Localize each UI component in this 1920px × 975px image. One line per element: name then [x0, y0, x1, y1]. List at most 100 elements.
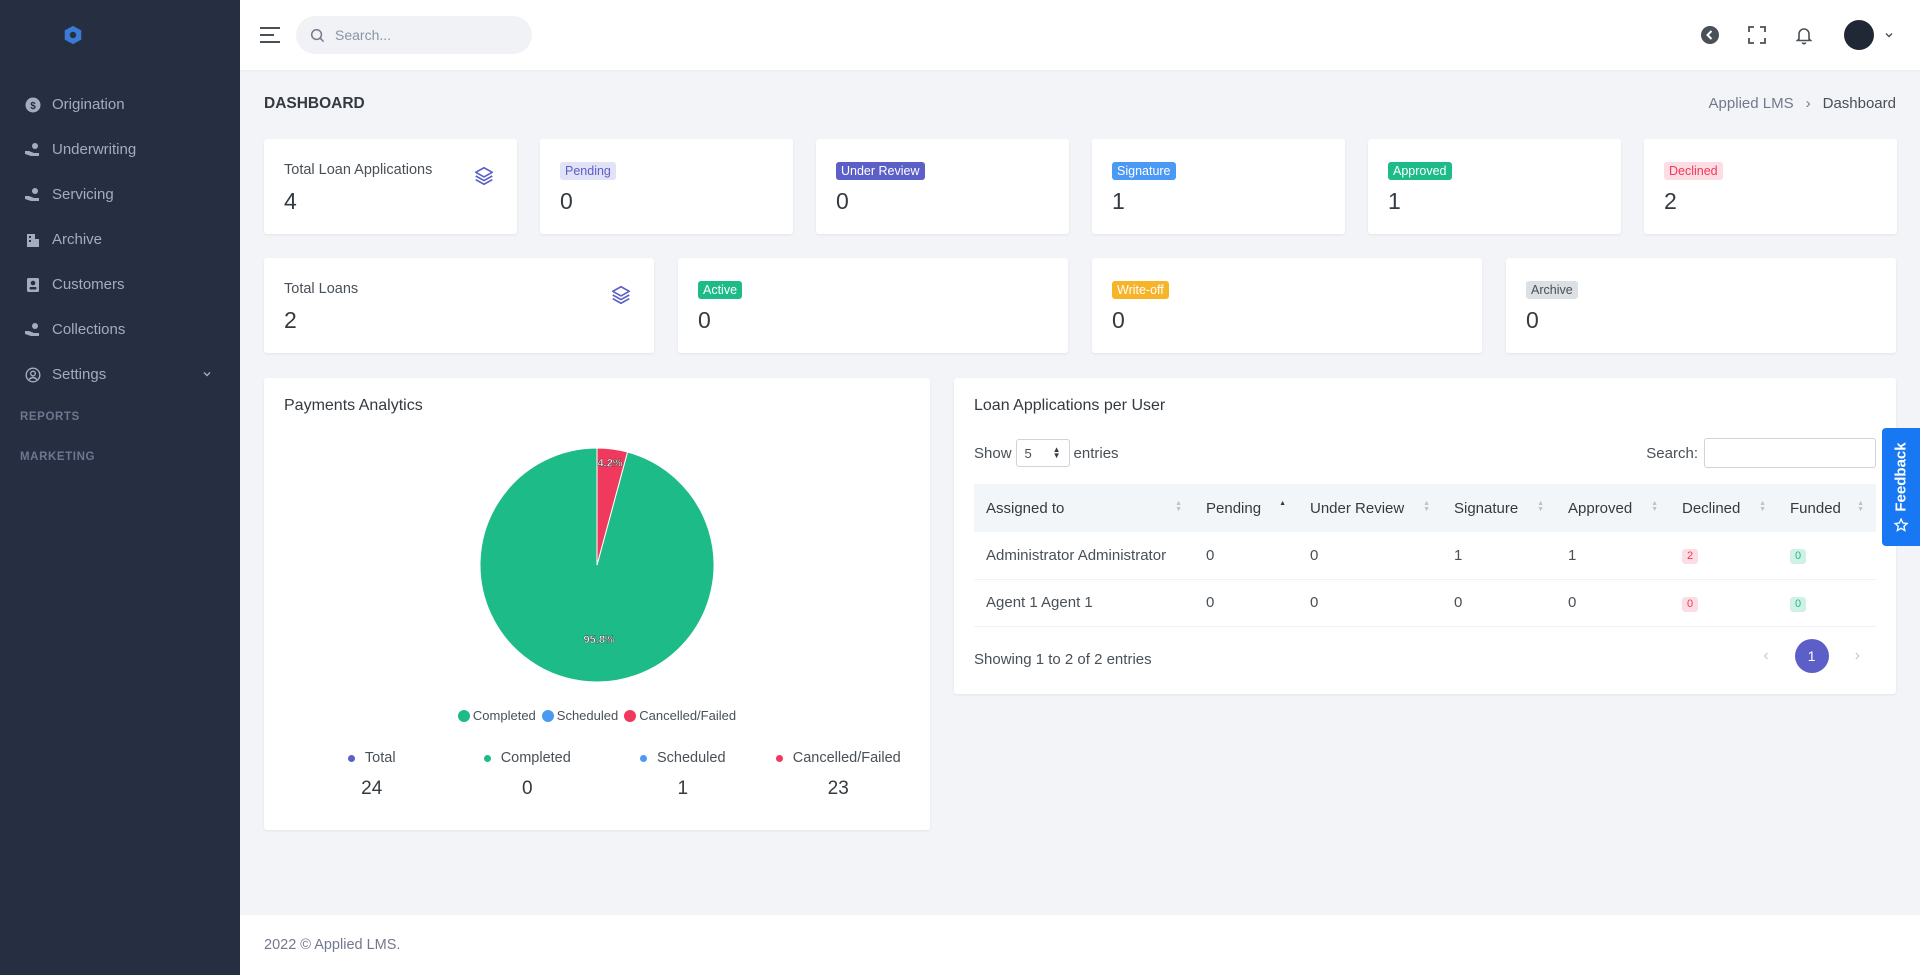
sidebar-item-archive[interactable]: Archive [0, 217, 240, 262]
hexagon-logo-icon [64, 25, 82, 45]
declined-badge: 2 [1682, 549, 1699, 565]
sidebar: $ Origination Underwriting Servicing Arc… [0, 0, 240, 975]
column-header[interactable]: Under Review ▲ ▼ [1310, 499, 1430, 517]
sidebar-item-underwriting[interactable]: Underwriting [0, 127, 240, 172]
user-circle-icon [24, 366, 42, 384]
sort-icon: ▲ [1279, 500, 1286, 507]
stat-value: 0 [836, 188, 849, 214]
avatar[interactable] [1844, 20, 1874, 50]
legend-item[interactable]: Completed [457, 708, 536, 723]
stat-value: 4 [284, 188, 297, 214]
sidebar-item-label: Customers [52, 276, 125, 293]
chevron-down-icon[interactable] [1884, 27, 1894, 44]
sort-icon: ▲ ▼ [1651, 500, 1658, 513]
cell-approved: 0 [1556, 579, 1670, 627]
entries-label: entries [1073, 444, 1119, 462]
chart-legend: Completed Scheduled Cancelled/Failed [264, 708, 930, 723]
topbar [240, 0, 1920, 70]
card-title: Payments Analytics [284, 397, 423, 414]
sidebar-item-customers[interactable]: Customers [0, 262, 240, 307]
section-marketing[interactable]: MARKETING [20, 451, 96, 463]
search-input[interactable] [335, 27, 505, 43]
table-row: Agent 1 Agent 1 0 0 0 0 0 0 [974, 579, 1876, 627]
sidebar-item-origination[interactable]: $ Origination [0, 82, 240, 127]
pie-data-label: 4.2% [598, 457, 623, 469]
show-label: Show [974, 444, 1012, 462]
back-button[interactable] [1698, 23, 1722, 47]
stat-value: 0 [1526, 307, 1539, 333]
hand-coins-icon [24, 186, 42, 204]
pie-data-label: 95.8% [584, 634, 615, 646]
applications-per-user-card: Loan Applications per User Show 5 ▲ ▼ ent… [954, 378, 1896, 694]
legend-label: Scheduled [556, 708, 619, 723]
star-icon [1893, 517, 1909, 532]
total-stat: Total 24 [294, 750, 450, 800]
menu-toggle-button[interactable] [258, 23, 282, 47]
column-header[interactable]: Funded ▲ ▼ [1790, 499, 1864, 517]
feedback-button[interactable]: Feedback [1882, 428, 1920, 546]
status-badge: Approved [1388, 162, 1452, 180]
stat-value: 2 [1664, 188, 1677, 214]
scheduled-stat: Scheduled 1 [605, 750, 761, 800]
cell-pending: 0 [1194, 532, 1298, 580]
next-page-button[interactable]: › [1854, 647, 1860, 664]
cancelled-stat: Cancelled/Failed 23 [761, 750, 917, 800]
dollar-circle-icon: $ [24, 96, 42, 114]
entries-length: Show 5 ▲ ▼ entries [974, 439, 1119, 467]
notifications-button[interactable] [1792, 23, 1816, 47]
completed-stat: Completed 0 [450, 750, 606, 800]
declined-badge: 0 [1682, 596, 1699, 612]
stat-under-review: Under Review 0 [816, 139, 1069, 234]
column-header[interactable]: Signature ▲ ▼ [1454, 499, 1544, 517]
table-header-row: Assigned to ▲ ▼ Pending ▲ Under Review ▲ ▼ Si… [974, 484, 1876, 532]
fullscreen-button[interactable] [1745, 23, 1769, 47]
stat-write-off: Write-off 0 [1092, 258, 1482, 353]
legend-item[interactable]: Cancelled/Failed [624, 708, 736, 723]
entries-value: 5 [1024, 445, 1032, 461]
sidebar-item-servicing[interactable]: Servicing [0, 172, 240, 217]
breadcrumb: Applied LMS › Dashboard [1709, 95, 1896, 112]
logo[interactable] [0, 0, 240, 70]
sidebar-item-label: Origination [52, 96, 125, 113]
table-search-input[interactable] [1704, 438, 1876, 468]
stat-value: 0 [560, 188, 573, 214]
layers-icon [610, 284, 632, 310]
stat-archive: Archive 0 [1506, 258, 1896, 353]
feedback-label: Feedback [1892, 441, 1910, 512]
sidebar-item-label: Archive [52, 231, 103, 248]
sidebar-item-collections[interactable]: Collections [0, 307, 240, 352]
column-header[interactable]: Pending ▲ [1206, 499, 1286, 517]
cell-assigned: Agent 1 Agent 1 [974, 579, 1194, 627]
column-header[interactable]: Assigned to ▲ ▼ [986, 499, 1182, 517]
stat-total-applications: Total Loan Applications 4 [264, 139, 517, 234]
entries-select[interactable]: 5 ▲ ▼ [1015, 439, 1070, 467]
stat-label: Total Loans [284, 281, 359, 297]
column-header[interactable]: Declined ▲ ▼ [1682, 499, 1766, 517]
breadcrumb-root[interactable]: Applied LMS [1708, 95, 1794, 112]
status-badge: Active [698, 281, 743, 299]
pie-slice-cancelled-failed[interactable] [596, 447, 629, 566]
fullscreen-icon [1748, 26, 1766, 44]
search-label: Search: [1646, 444, 1698, 462]
stat-value: 0 [698, 307, 711, 333]
status-badge: Pending [560, 162, 616, 180]
column-header[interactable]: Approved ▲ ▼ [1568, 499, 1658, 517]
table-info: Showing 1 to 2 of 2 entries [974, 651, 1152, 668]
scheduled-label: Scheduled [656, 750, 726, 766]
funded-badge: 0 [1790, 549, 1807, 565]
legend-dot [457, 709, 470, 722]
status-badge: Signature [1112, 162, 1176, 180]
cell-assigned: Administrator Administrator [974, 532, 1194, 580]
prev-page-button[interactable]: ‹ [1763, 647, 1769, 664]
cell-review: 0 [1298, 579, 1442, 627]
legend-item[interactable]: Scheduled [541, 708, 619, 723]
sidebar-item-settings[interactable]: Settings [0, 352, 240, 397]
completed-label: Completed [500, 750, 571, 766]
section-reports[interactable]: REPORTS [20, 411, 80, 423]
total-label: Total [364, 750, 396, 766]
status-badge: Under Review [836, 162, 925, 180]
stat-declined: Declined 2 [1644, 139, 1897, 234]
page-button[interactable]: 1 [1794, 639, 1829, 673]
cell-review: 0 [1298, 532, 1442, 580]
sort-icon: ▲ ▼ [1175, 500, 1182, 513]
